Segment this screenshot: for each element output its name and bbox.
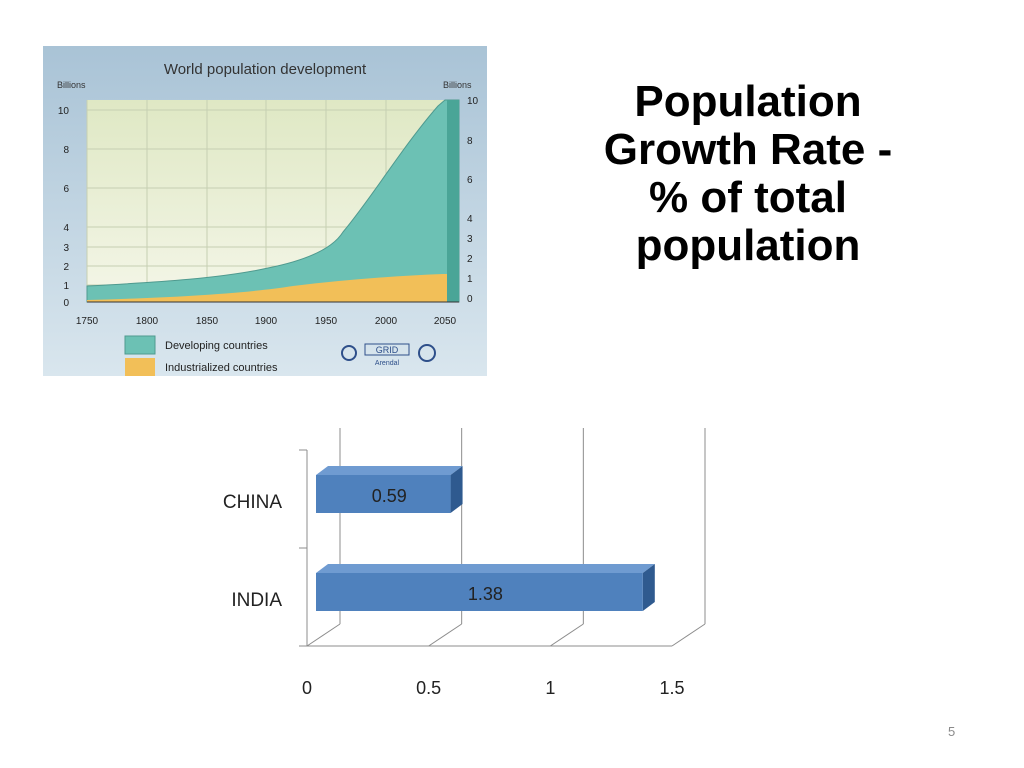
x-tick-label: 0.5: [416, 678, 441, 698]
bar-side-face: [642, 564, 655, 611]
title-line: Growth Rate -: [603, 125, 893, 174]
legend-swatch-industrialized: [125, 358, 155, 376]
year-tick: 1900: [255, 316, 278, 327]
population-legend: Developing countries Industrialized coun…: [124, 335, 278, 376]
year-tick: 1950: [315, 316, 338, 327]
title-line: % of total: [649, 173, 847, 222]
left-tick: 6: [63, 184, 69, 195]
year-tick: 2050: [434, 316, 457, 327]
left-tick-labels: 10 8 6 4 3 2 1 0: [58, 106, 70, 309]
category-label: CHINA: [223, 492, 282, 513]
left-tick: 1: [63, 281, 69, 292]
right-tick: 4: [467, 214, 473, 225]
left-unit-label: Billions: [57, 80, 86, 90]
year-tick: 1800: [136, 316, 159, 327]
x-tick-label: 1.5: [659, 678, 684, 698]
bar-chart-svg: 0 0.5 1 1.5 0.59 CHINA 1.38 INDIA: [223, 428, 706, 698]
grid-arendal-logo: GRID Arendal: [341, 343, 436, 367]
un-logo-icon: [418, 344, 436, 362]
right-tick: 6: [467, 175, 473, 186]
page-number: 5: [948, 724, 956, 739]
x-tick-label: 1: [545, 678, 555, 698]
bar-top-face: [316, 466, 463, 475]
world-population-image: World population development Billions Bi…: [43, 46, 487, 376]
right-tick: 8: [467, 136, 473, 147]
x-tick-label: 0: [302, 678, 312, 698]
bar-india: [316, 573, 643, 611]
unep-logo-icon: [341, 345, 357, 361]
left-tick: 0: [63, 298, 69, 309]
developing-countries-area: [86, 99, 460, 303]
left-tick: 4: [63, 223, 69, 234]
right-tick: 2: [467, 254, 473, 265]
legend-label-industrialized: Industrialized countries: [165, 362, 278, 374]
year-tick: 1750: [76, 316, 99, 327]
bar-top-face: [316, 564, 655, 573]
population-chart-svg: World population development Billions Bi…: [43, 46, 487, 376]
right-tick-labels: 10 8 6 4 3 2 1 0: [467, 96, 479, 305]
growth-rate-bar-chart: 0 0.5 1 1.5 0.59 CHINA 1.38 INDIA: [200, 420, 720, 710]
floor-gridline: [671, 623, 706, 647]
right-tick: 0: [467, 294, 473, 305]
right-tick: 1: [467, 274, 473, 285]
title-line: Population: [634, 77, 862, 126]
arendal-text: Arendal: [375, 360, 400, 367]
floor-gridline: [550, 623, 584, 647]
data-label: 0.59: [372, 486, 407, 506]
legend-label-developing: Developing countries: [165, 340, 268, 352]
title-line: population: [635, 221, 861, 270]
data-label: 1.38: [468, 584, 503, 604]
left-tick: 10: [58, 106, 70, 117]
left-tick: 8: [63, 145, 69, 156]
x-tick-labels: 1750 1800 1850 1900 1950 2000 2050: [76, 316, 457, 327]
grid-logo-box: [364, 343, 410, 356]
category-label: INDIA: [231, 590, 282, 611]
industrialized-countries-area: [87, 274, 459, 302]
slide-title: Population Growth Rate - % of total popu…: [548, 78, 948, 270]
year-tick: 1850: [196, 316, 219, 327]
bar-side-face: [450, 466, 463, 513]
floor-gridline: [428, 623, 462, 647]
right-axis-band: [447, 100, 459, 302]
left-tick: 3: [63, 243, 69, 254]
right-tick: 10: [467, 96, 479, 107]
year-tick: 2000: [375, 316, 398, 327]
left-tick: 2: [63, 262, 69, 273]
population-title: World population development: [164, 61, 367, 78]
bar-china: [316, 475, 451, 513]
right-unit-label: Billions: [443, 80, 472, 90]
grid-logo-text: GRID: [376, 345, 399, 355]
right-tick: 3: [467, 234, 473, 245]
legend-swatch-developing: [124, 335, 156, 355]
floor-gridline: [306, 623, 341, 647]
